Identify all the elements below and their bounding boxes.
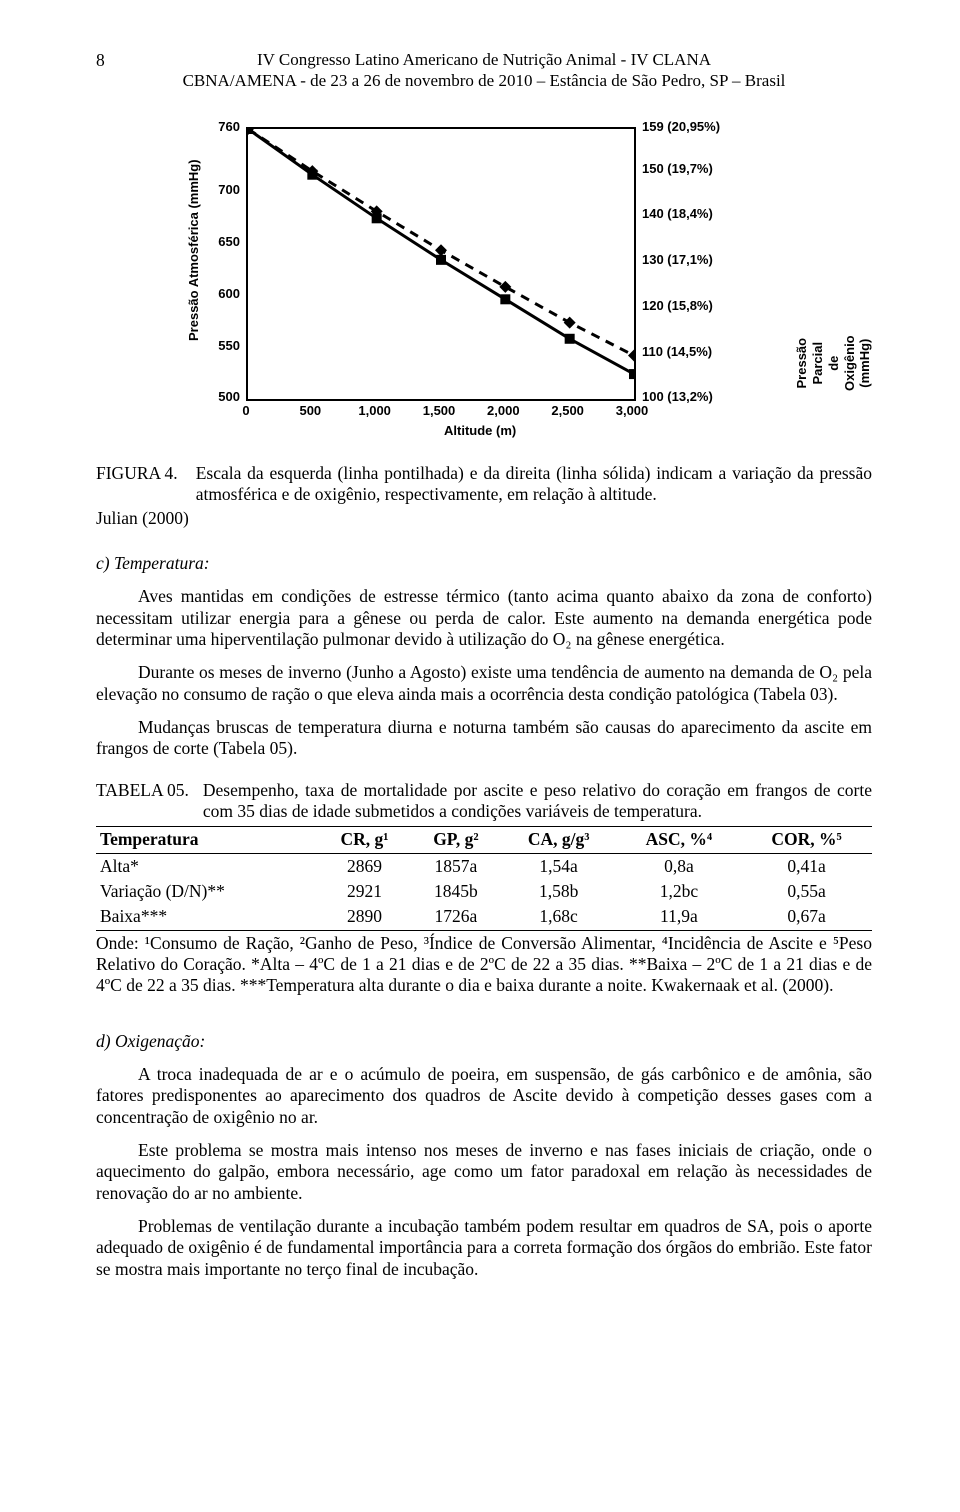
header-line-1: IV Congresso Latino Americano de Nutriçã… [96,50,872,71]
y-right-tick: 110 (14,5%) [642,344,712,360]
section-c-title: c) Temperatura: [96,553,872,574]
y-left-tick: 550 [200,338,240,354]
table-cell: 11,9a [617,904,741,930]
page-number: 8 [96,50,105,71]
table-05: TemperaturaCR, g¹GP, g²CA, g/g³ASC, %⁴CO… [96,826,872,930]
table-cell: 0,41a [741,853,872,879]
table-col-header: CR, g¹ [318,827,412,853]
table-col-header: GP, g² [411,827,500,853]
y-right-tick: 159 (20,95%) [642,119,720,135]
y-right-tick: 120 (15,8%) [642,298,713,314]
table-row: Variação (D/N)**29211845b1,58b1,2bc0,55a [96,879,872,904]
table-col-header: Temperatura [96,827,318,853]
table-cell: 1,58b [501,879,617,904]
table-label: TABELA 05. [96,780,189,801]
table-cell: Baixa*** [96,904,318,930]
page: 8 IV Congresso Latino Americano de Nutri… [0,0,960,1352]
y-right-tick: 130 (17,1%) [642,252,713,268]
para-c3: Mudanças bruscas de temperatura diurna e… [96,717,872,760]
x-tick: 1,500 [423,403,456,419]
chart-svg [248,129,634,399]
x-tick: 500 [299,403,321,419]
figure-block: FIGURA 4. Escala da esquerda (linha pont… [96,463,872,506]
section-d-title: d) Oxigenação: [96,1031,872,1052]
table-row: Alta*28691857a1,54a0,8a0,41a [96,853,872,879]
figure-caption: Escala da esquerda (linha pontilhada) e … [196,463,872,506]
table-cell: 1726a [411,904,500,930]
x-axis-label: Altitude (m) [444,423,516,439]
y-left-tick: 700 [200,182,240,198]
para-c1: Aves mantidas em condições de estresse t… [96,586,872,650]
chart-container: Pressão Atmosférica (mmHg) Pressão Parci… [96,121,872,456]
y-left-tick: 500 [200,389,240,405]
table-cell: Variação (D/N)** [96,879,318,904]
y-right-tick: 100 (13,2%) [642,389,713,405]
y-right-tick: 150 (19,7%) [642,161,713,177]
table-cell: Alta* [96,853,318,879]
table-cell: 1,54a [501,853,617,879]
figure-cite: Julian (2000) [96,508,872,529]
table-header-block: TABELA 05. Desempenho, taxa de mortalida… [96,780,872,823]
para-c2: Durante os meses de inverno (Junho a Ago… [96,662,872,705]
table-note: Onde: ¹Consumo de Ração, ²Ganho de Peso,… [96,933,872,997]
y-right-axis-label: Pressão Parcial de Oxigênio (mmHg) [794,336,873,392]
table-cell: 2890 [318,904,412,930]
para-d1: A troca inadequada de ar e o acúmulo de … [96,1064,872,1128]
table-col-header: ASC, %⁴ [617,827,741,853]
y-left-tick: 650 [200,234,240,250]
y-left-tick: 600 [200,286,240,302]
plot-area [246,127,636,401]
table-cell: 1845b [411,879,500,904]
table-cell: 1,68c [501,904,617,930]
table-cell: 2921 [318,879,412,904]
x-tick: 1,000 [358,403,391,419]
table-cell: 1,2bc [617,879,741,904]
x-tick: 2,000 [487,403,520,419]
pressure-altitude-chart: Pressão Atmosférica (mmHg) Pressão Parci… [164,121,804,451]
para-d2: Este problema se mostra mais intenso nos… [96,1140,872,1204]
table-cell: 0,8a [617,853,741,879]
x-tick: 2,500 [551,403,584,419]
y-right-tick: 140 (18,4%) [642,206,713,222]
page-header: 8 IV Congresso Latino Americano de Nutri… [96,50,872,91]
table-cell: 0,55a [741,879,872,904]
table-cell: 1857a [411,853,500,879]
table-row: Baixa***28901726a1,68c11,9a0,67a [96,904,872,930]
table-caption: Desempenho, taxa de mortalidade por asci… [203,780,872,823]
y-left-tick: 760 [200,119,240,135]
x-tick: 3,000 [616,403,649,419]
x-tick: 0 [242,403,249,419]
header-line-2: CBNA/AMENA - de 23 a 26 de novembro de 2… [96,71,872,92]
para-d3: Problemas de ventilação durante a incuba… [96,1216,872,1280]
figure-label: FIGURA 4. [96,463,178,484]
table-cell: 2869 [318,853,412,879]
table-cell: 0,67a [741,904,872,930]
table-col-header: COR, %⁵ [741,827,872,853]
table-col-header: CA, g/g³ [501,827,617,853]
